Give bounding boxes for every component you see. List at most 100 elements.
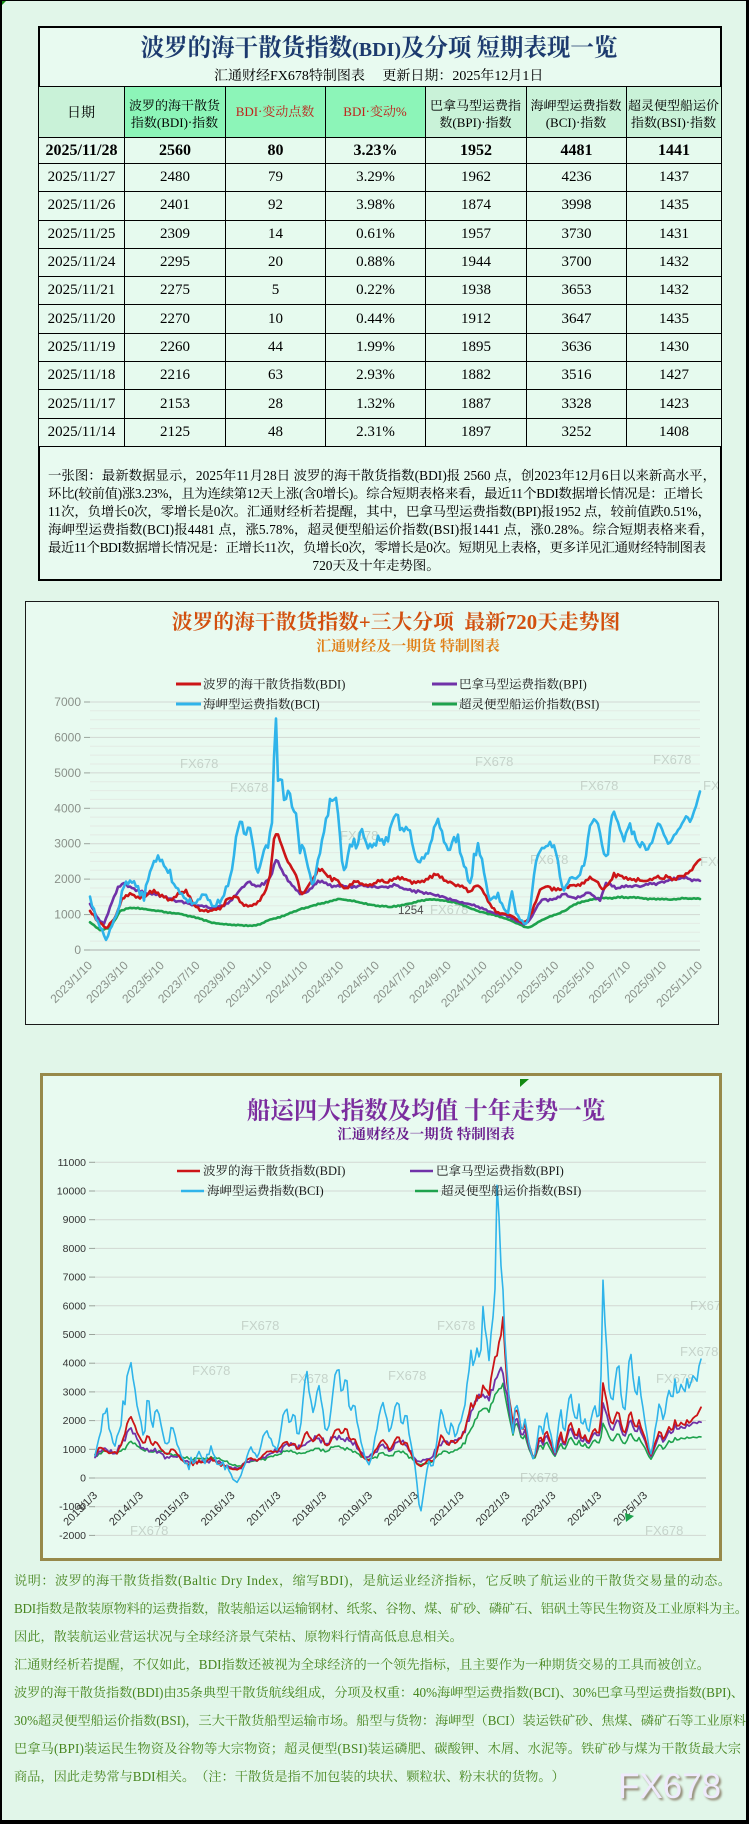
svg-text:(BDI): (BDI) (415, 468, 447, 483)
svg-text:12: 12 (575, 468, 589, 483)
svg-text:(BSI): (BSI) (338, 1741, 368, 1756)
svg-text:FX678: FX678 (230, 780, 268, 795)
svg-text:FX678: FX678 (130, 1523, 168, 1538)
svg-text:2023: 2023 (534, 468, 561, 483)
svg-text:FX678: FX678 (430, 902, 468, 917)
svg-text:3000: 3000 (54, 837, 81, 851)
svg-text:2018/1/3: 2018/1/3 (290, 1490, 329, 1529)
svg-text:(BCI): (BCI) (291, 698, 320, 712)
svg-text:1441: 1441 (473, 522, 504, 537)
svg-text:(BPI): (BPI) (452, 115, 481, 130)
svg-text:4000: 4000 (63, 1358, 87, 1370)
svg-text:11: 11 (74, 540, 86, 555)
svg-text:7000: 7000 (54, 695, 81, 709)
svg-text:BCI: BCI (488, 1713, 510, 1728)
svg-text:1000: 1000 (54, 908, 81, 922)
svg-text:1: 1 (522, 69, 529, 84)
svg-text:2021/1/3: 2021/1/3 (428, 1490, 467, 1529)
svg-text:11: 11 (236, 468, 249, 483)
svg-text:0.28%: 0.28% (544, 522, 579, 537)
svg-text:2560: 2560 (460, 468, 494, 483)
svg-text:1952: 1952 (555, 504, 584, 519)
svg-text:0: 0 (316, 486, 323, 501)
svg-text:6000: 6000 (54, 730, 81, 744)
svg-text:(BPI): (BPI) (536, 1164, 564, 1178)
svg-text:(BSI): (BSI) (554, 1184, 582, 1198)
svg-text:(BSI): (BSI) (572, 698, 600, 712)
svg-text:11: 11 (264, 540, 276, 555)
svg-text:(BSI): (BSI) (156, 1713, 185, 1728)
svg-text:(BDI): (BDI) (316, 1164, 346, 1178)
svg-text:BDI: BDI (536, 486, 558, 501)
svg-text:3.23%: 3.23% (135, 486, 168, 501)
svg-text:7000: 7000 (63, 1272, 87, 1284)
svg-text:2000: 2000 (54, 872, 81, 886)
svg-text:11: 11 (510, 486, 522, 501)
svg-text:FX678: FX678 (290, 1371, 328, 1386)
svg-text:-2000: -2000 (59, 1530, 86, 1542)
svg-text:+: + (359, 611, 371, 634)
svg-text:11: 11 (48, 504, 61, 519)
svg-text:FX678: FX678 (703, 778, 741, 793)
svg-text:3000: 3000 (63, 1386, 87, 1398)
svg-text:0: 0 (80, 1473, 86, 1485)
svg-text:2000: 2000 (63, 1415, 87, 1427)
svg-text:(BCI): (BCI) (529, 1685, 559, 1700)
svg-text:BDI): BDI) (320, 1573, 349, 1588)
svg-text:12: 12 (494, 69, 508, 84)
svg-text:FX678: FX678 (388, 1368, 426, 1383)
svg-text:5.78%: 5.78% (259, 522, 294, 537)
svg-text:28: 28 (263, 468, 277, 483)
svg-text:FX678: FX678 (700, 854, 738, 869)
svg-text:-1000: -1000 (59, 1501, 86, 1513)
svg-text:): ) (349, 486, 353, 501)
svg-text:BDI: BDI (14, 1601, 36, 1616)
svg-text:(BDI): (BDI) (316, 678, 346, 692)
svg-text:30%: 30% (573, 1685, 597, 1700)
svg-text:35: 35 (177, 1685, 191, 1700)
svg-text:(BSI): (BSI) (657, 115, 686, 130)
svg-text:6: 6 (602, 468, 609, 483)
svg-text:1000: 1000 (63, 1444, 87, 1456)
svg-text:(BPI): (BPI) (512, 504, 541, 519)
svg-text:FX678: FX678 (680, 1344, 718, 1359)
svg-text:1254: 1254 (398, 905, 424, 917)
svg-text:9000: 9000 (63, 1214, 87, 1226)
svg-text:BDI: BDI (343, 104, 365, 119)
svg-text:(BSI): (BSI) (429, 522, 459, 537)
svg-text:4481: 4481 (188, 522, 219, 537)
svg-text:FX678: FX678 (475, 754, 513, 769)
svg-text:): ) (118, 486, 122, 501)
svg-text:2017/1/3: 2017/1/3 (245, 1490, 284, 1529)
svg-text:720: 720 (506, 611, 537, 634)
svg-text:4000: 4000 (54, 801, 81, 815)
svg-text:5000: 5000 (63, 1329, 87, 1341)
svg-text:(BPI): (BPI) (702, 1685, 731, 1700)
svg-text:0.51%: 0.51% (664, 504, 698, 519)
svg-text:0: 0 (342, 540, 349, 555)
svg-text:(BDI): (BDI) (352, 39, 401, 61)
svg-text:2019/1/3: 2019/1/3 (336, 1490, 375, 1529)
svg-text:30%: 30% (14, 1713, 38, 1728)
svg-text:6000: 6000 (63, 1300, 87, 1312)
svg-text:(Baltic Dry Index: (Baltic Dry Index (178, 1573, 279, 1588)
svg-text:BDI: BDI (199, 1657, 222, 1672)
svg-text:FX678: FX678 (270, 69, 309, 84)
svg-text:2024/1/3: 2024/1/3 (565, 1490, 604, 1529)
svg-text:(: ( (299, 486, 304, 501)
svg-text:2025: 2025 (452, 69, 480, 84)
svg-text:0: 0 (214, 504, 221, 519)
svg-text:BDI: BDI (236, 104, 258, 119)
svg-text:FX678: FX678 (180, 756, 218, 771)
svg-text:FX678: FX678 (241, 1318, 279, 1333)
svg-text:BDI: BDI (100, 540, 122, 555)
svg-text:(BCI): (BCI) (546, 115, 576, 130)
svg-text:FX678: FX678 (437, 1318, 475, 1333)
svg-text:0: 0 (74, 943, 81, 957)
svg-text:40%: 40% (413, 1685, 437, 1700)
svg-text:FX678: FX678 (520, 1470, 558, 1485)
svg-text:2020/1/3: 2020/1/3 (382, 1490, 421, 1529)
svg-text:5000: 5000 (54, 766, 81, 780)
svg-text:2022/1/3: 2022/1/3 (474, 1490, 513, 1529)
svg-text:2016/1/3: 2016/1/3 (199, 1490, 238, 1529)
